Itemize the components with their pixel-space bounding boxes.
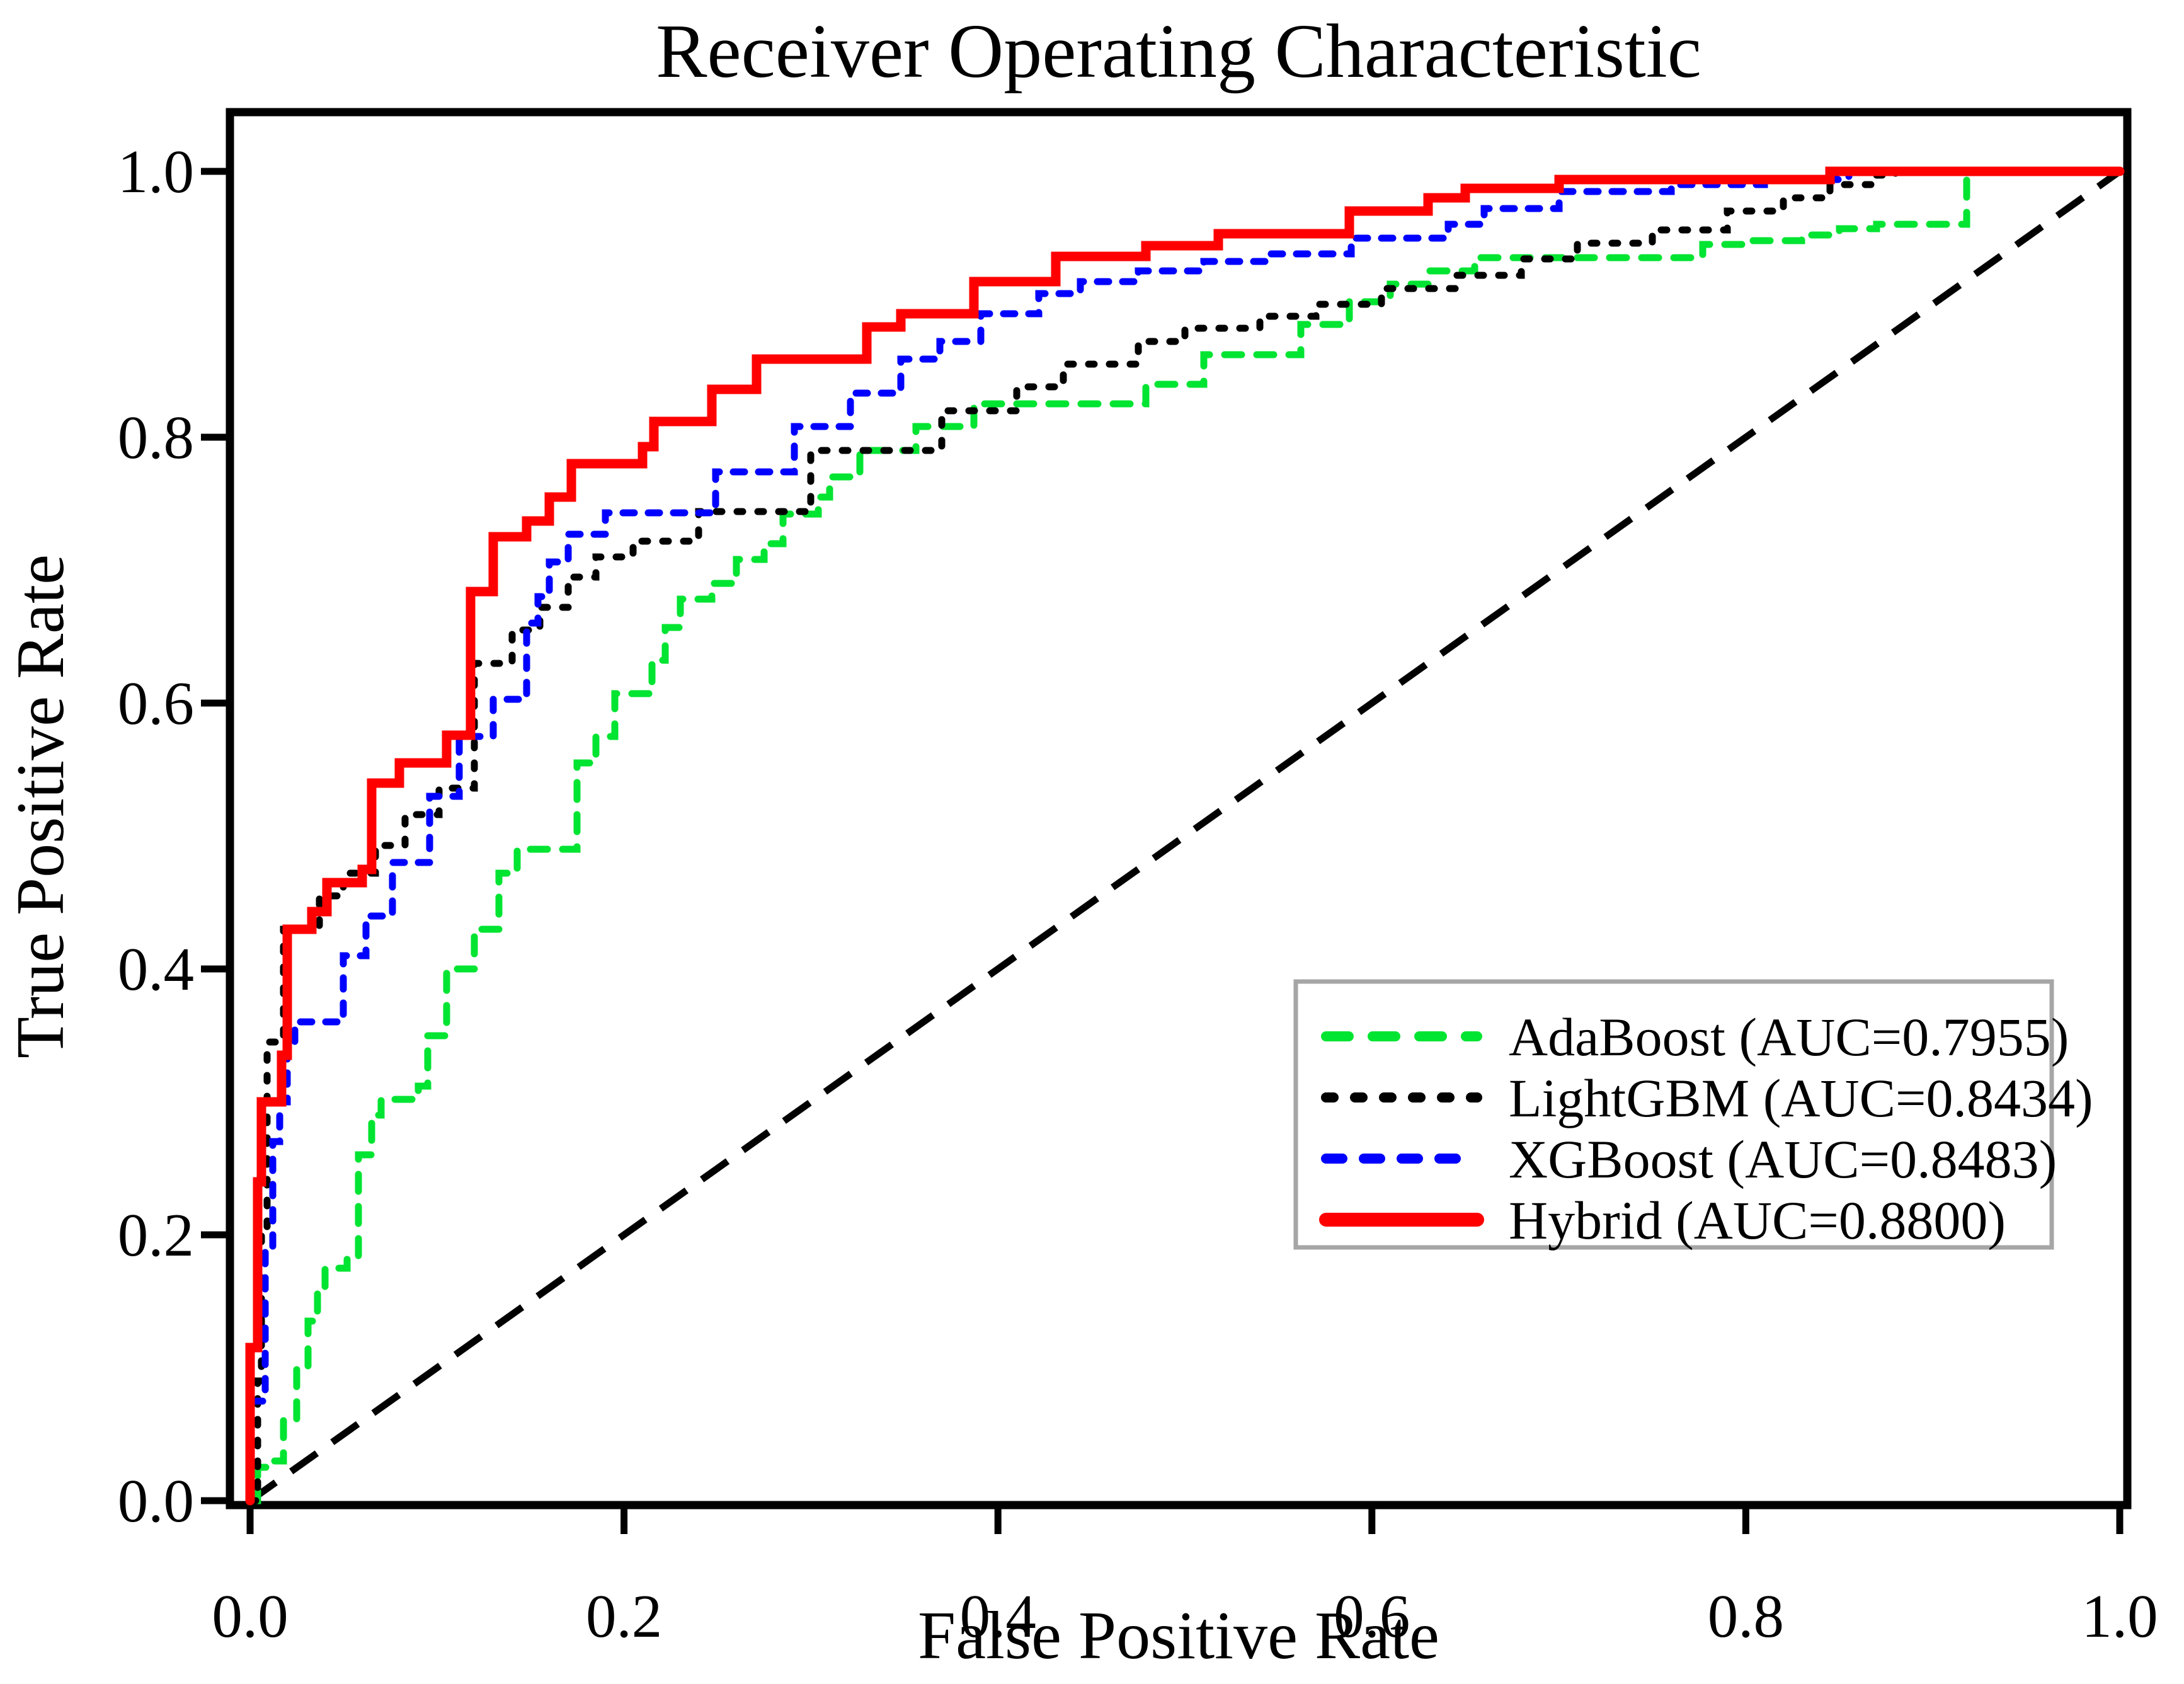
legend-label-xgboost: XGBoost (AUC=0.8483) [1509, 1129, 2057, 1189]
legend-label-hybrid: Hybrid (AUC=0.8800) [1509, 1190, 2006, 1251]
x-tick-label: 0.4 [960, 1583, 1036, 1650]
chance-line [248, 168, 2122, 1504]
x-tick-label: 0.8 [1708, 1583, 1784, 1650]
chart-title: Receiver Operating Characteristic [656, 9, 1701, 94]
legend-label-lightgbm: LightGBM (AUC=0.8434) [1509, 1068, 2093, 1128]
y-tick-label: 0.4 [118, 936, 194, 1003]
series-xgboost-curve [246, 168, 2124, 1504]
legend-box [1293, 979, 2054, 1250]
legend-label-adaboost: AdaBoost (AUC=0.7955) [1509, 1007, 2069, 1067]
y-tick-label: 0.6 [118, 670, 194, 737]
x-tick-label: 0.2 [586, 1583, 662, 1650]
x-tick-label: 0.6 [1334, 1583, 1410, 1650]
series-hybrid-curve [245, 166, 2125, 1506]
x-axis-ticks: 0.0 0.2 0.4 0.6 0.8 1.0 [212, 1505, 2158, 1650]
x-axis-label: False Positive Rate [918, 1598, 1439, 1673]
series-adaboost-curve [246, 168, 2124, 1504]
y-tick-label: 0.8 [118, 404, 194, 471]
y-axis-label: True Positive Rate [3, 554, 78, 1058]
series-curves [245, 166, 2125, 1506]
y-axis-ticks: 0.0 0.2 0.4 0.6 0.8 1.0 [118, 138, 230, 1535]
x-tick-label: 0.0 [212, 1583, 288, 1650]
plot-frame [226, 108, 2132, 1509]
y-tick-label: 1.0 [118, 138, 194, 205]
y-tick-label: 0.0 [118, 1467, 194, 1535]
plot-frame-rect [226, 108, 2132, 1509]
x-tick-label: 1.0 [2081, 1583, 2158, 1650]
chance-diagonal-line [248, 168, 2122, 1504]
y-tick-label: 0.2 [118, 1201, 194, 1269]
legend: AdaBoost (AUC=0.7955)LightGBM (AUC=0.843… [1293, 979, 2093, 1251]
